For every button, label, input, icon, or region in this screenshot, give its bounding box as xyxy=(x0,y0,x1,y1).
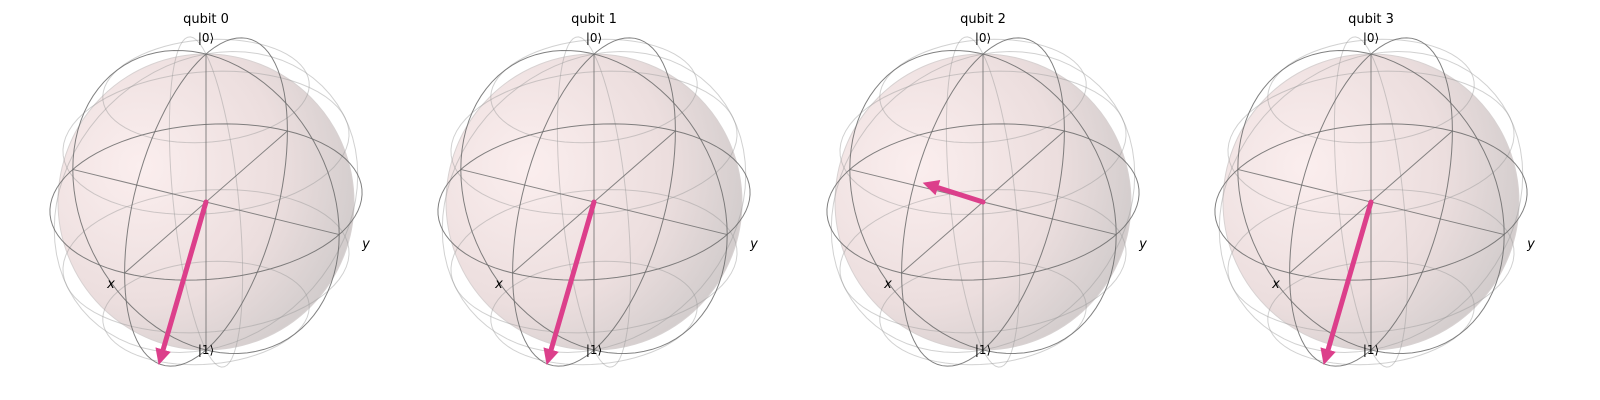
ket-one-label: |1⟩ xyxy=(1363,343,1379,357)
x-axis-label: x xyxy=(883,277,892,292)
yz-great-circle xyxy=(849,50,1117,354)
y-axis-label: y xyxy=(749,237,758,252)
yz-great-circle xyxy=(460,50,728,354)
panel-title: qubit 2 xyxy=(960,12,1006,27)
ket-one-label: |1⟩ xyxy=(198,343,214,357)
ket-zero-label: |0⟩ xyxy=(1363,31,1379,45)
y-axis-label: y xyxy=(1526,237,1535,252)
bloch-panel-0: qubit 0 |0⟩ |1⟩ x y xyxy=(49,12,370,368)
state-vector-arrow xyxy=(155,199,209,365)
x-axis-label: x xyxy=(1271,277,1280,292)
xz-great-circle xyxy=(901,37,1065,367)
ket-one-label: |1⟩ xyxy=(975,343,991,357)
bloch-panel-2: qubit 2 |0⟩ |1⟩ x y xyxy=(826,12,1147,368)
bloch-panel-1: qubit 1 |0⟩ |1⟩ x y xyxy=(437,12,758,368)
ket-zero-label: |0⟩ xyxy=(586,31,602,45)
ket-zero-label: |0⟩ xyxy=(975,31,991,45)
y-axis-label: y xyxy=(1138,237,1147,252)
panel-title: qubit 3 xyxy=(1348,12,1394,27)
x-axis-label: x xyxy=(106,277,115,292)
xz-great-circle xyxy=(512,37,676,367)
state-vector-arrow xyxy=(1320,199,1374,365)
state-vector-arrow xyxy=(543,199,597,365)
xz-great-circle xyxy=(1289,37,1453,367)
panel-title: qubit 1 xyxy=(571,12,617,27)
bloch-panel-3: qubit 3 |0⟩ |1⟩ x y xyxy=(1214,12,1535,368)
state-vector-arrow xyxy=(922,180,986,205)
panel-title: qubit 0 xyxy=(183,12,229,27)
y-axis-label: y xyxy=(361,237,370,252)
x-axis-label: x xyxy=(494,277,503,292)
ket-one-label: |1⟩ xyxy=(586,343,602,357)
ket-zero-label: |0⟩ xyxy=(198,31,214,45)
